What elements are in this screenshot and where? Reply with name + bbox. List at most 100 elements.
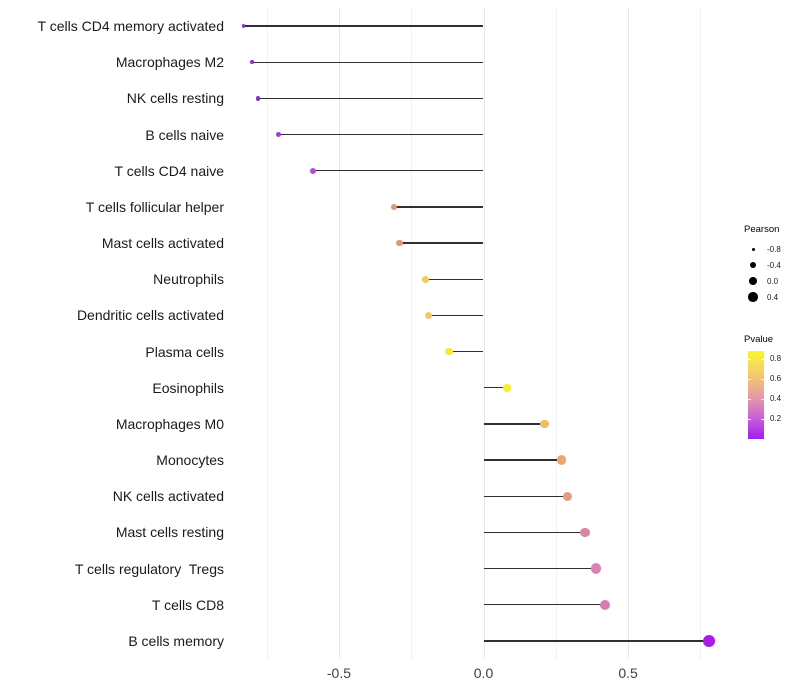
lollipop-dot [502,383,511,392]
legend-size-entry: 0.0 [744,273,800,289]
legend-size-label: -0.8 [767,244,781,254]
lollipop-dot [445,347,453,356]
lollipop-dot [275,131,281,138]
legend-pearson-size: Pearson -0.8 -0.4 0.0 0.4 [744,224,800,305]
row-label: NK cells activated [112,488,224,505]
major-gridline [338,8,340,659]
lollipop-stem [483,640,709,642]
legend-size-entry: -0.8 [744,241,800,257]
pvalue-gradient-bar [748,351,764,439]
lollipop-dot [579,527,590,538]
legend-size-dot-cell [744,277,762,285]
lollipop-stem [483,423,545,425]
row-label: B cells naive [145,126,224,143]
row-label: Monocytes [156,452,224,469]
legend-pearson-title: Pearson [744,224,780,235]
lollipop-stem [425,278,484,280]
lollipop-dot [599,599,611,610]
lollipop-dot [424,311,433,319]
gradient-tick-left [748,399,751,400]
legend-pvalue-color: Pvalue 0.8 0.6 0.4 0.2 [744,334,800,443]
lollipop-dot [255,96,261,101]
gradient-tick-label: 0.6 [770,374,782,383]
row-label: B cells memory [128,632,224,649]
legend-pearson-entries: -0.8 -0.4 0.0 0.4 [744,241,800,305]
lollipop-stem [278,133,484,136]
row-label: T cells follicular helper [85,198,224,215]
legend-size-dot-cell [744,247,762,251]
row-label: Eosinophils [152,379,224,396]
pvalue-gradient-wrap: 0.8 0.6 0.4 0.2 [744,351,800,443]
row-label: T cells CD8 [151,596,224,613]
row-label: Neutrophils [153,271,224,288]
lollipop-stem [483,531,585,534]
lollipop-stem [483,567,597,570]
gradient-tick-label: 0.8 [770,354,782,363]
row-label: Dendritic cells activated [76,307,224,324]
lollipop-stem [393,206,484,208]
legend-size-entry: 0.4 [744,289,800,305]
gradient-tick-right [761,419,764,420]
lollipop-stem [258,97,484,100]
minor-gridline [411,8,413,659]
lollipop-dot [241,24,246,28]
major-gridline [628,8,630,659]
lollipop-stem [483,604,605,606]
legend-size-dot [749,277,757,285]
lollipop-dot [539,419,549,429]
row-label: Macrophages M0 [115,415,224,432]
lollipop-stem [483,495,568,497]
gradient-tick-left [748,359,751,360]
row-label: Mast cells resting [115,524,224,541]
lollipop-dot [396,239,404,247]
lollipop-stem [448,350,484,353]
row-label: Macrophages M2 [115,54,224,71]
row-label: Plasma cells [145,343,224,360]
major-gridline [483,8,485,659]
row-label: Mast cells activated [101,235,224,252]
gradient-tick-left [748,419,751,420]
gradient-tick-left [748,379,751,380]
row-label: T cells regulatory Tregs [74,560,224,577]
legend-size-entry: -0.4 [744,257,800,273]
legend-size-label: 0.0 [767,276,779,286]
gradient-tick-right [761,359,764,360]
lollipop-dot [702,634,716,648]
row-label: NK cells resting [126,90,224,107]
lollipop-stem [483,387,507,389]
gradient-tick-right [761,379,764,380]
lollipop-dot [422,275,430,283]
gradient-tick-label: 0.4 [770,394,782,403]
legend-size-label: -0.4 [767,260,781,270]
x-tick-label: 0.5 [618,665,638,681]
lollipop-dot [309,167,316,174]
legend-size-dot [750,262,756,268]
lollipop-dot [390,203,398,211]
x-tick-label: -0.5 [326,665,351,681]
legend-size-dot [748,292,758,302]
lollipop-stem [243,25,484,27]
row-label: T cells CD4 memory activated [37,18,224,35]
lollipop-stem [312,170,484,172]
lollipop-stem [483,459,562,461]
legend-size-dot [751,247,755,251]
lollipop-stem [399,242,484,244]
legend-size-dot-cell [744,292,762,302]
lollipop-stem [252,61,484,63]
gradient-tick-right [761,399,764,400]
lollipop-dot [556,455,567,465]
row-label: T cells CD4 naive [114,162,224,179]
legend-size-dot-cell [744,262,762,268]
minor-gridline [555,8,557,659]
minor-gridline [700,8,702,659]
legend-pvalue-title: Pvalue [744,334,774,345]
lollipop-dot [591,563,602,574]
minor-gridline [266,8,268,659]
lollipop-dot [562,491,573,501]
gradient-tick-label: 0.2 [770,414,782,423]
legend-size-label: 0.4 [767,292,779,302]
lollipop-dot [250,60,255,65]
lollipop-stem [428,314,484,317]
x-tick-label: 0.0 [473,665,494,681]
